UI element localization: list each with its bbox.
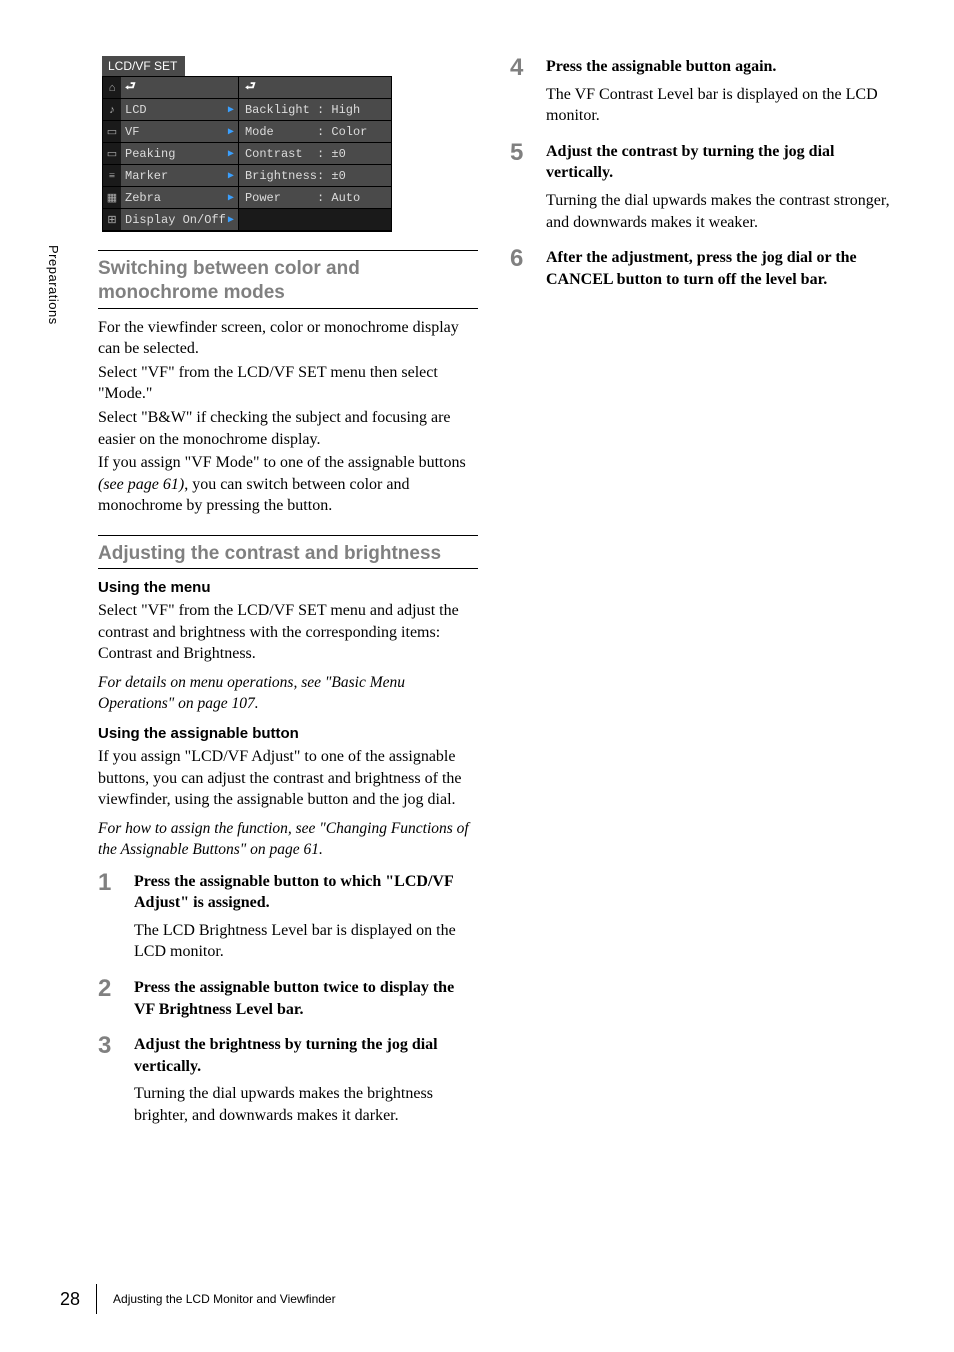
page-footer: 28 Adjusting the LCD Monitor and Viewfin… bbox=[60, 1284, 336, 1314]
italic-note: For details on menu operations, see "Bas… bbox=[98, 673, 478, 715]
menu-row[interactable]: Display On/Off▶ bbox=[121, 209, 238, 231]
sub-heading: Using the menu bbox=[98, 579, 478, 596]
menu-icon: ⊞ bbox=[103, 209, 121, 231]
step-title: Press the assignable button again. bbox=[546, 56, 890, 78]
menu-row[interactable]: Marker▶ bbox=[121, 165, 238, 187]
step-number: 1 bbox=[98, 871, 120, 963]
body-text: For the viewfinder screen, color or mono… bbox=[98, 317, 478, 360]
menu-panel: ⌂ ♪ ▭ ▭ ≡ ▦ ⊞ ⮐ LCD▶ VF▶ Peaking▶ Marker… bbox=[102, 76, 392, 232]
menu-icon: ▭ bbox=[103, 121, 121, 143]
step-title: Press the assignable button twice to dis… bbox=[134, 977, 478, 1020]
step-item: 3 Adjust the brightness by turning the j… bbox=[98, 1034, 478, 1126]
step-number: 5 bbox=[510, 141, 532, 233]
menu-row[interactable]: Zebra▶ bbox=[121, 187, 238, 209]
menu-icon: ⌂ bbox=[103, 77, 121, 99]
steps-list: 4 Press the assignable button again. The… bbox=[510, 56, 890, 290]
step-desc: Turning the dial upwards makes the brigh… bbox=[134, 1083, 478, 1126]
body-text: If you assign "LCD/VF Adjust" to one of … bbox=[98, 746, 478, 811]
menu-block: LCD/VF SET ⌂ ♪ ▭ ▭ ≡ ▦ ⊞ ⮐ LCD▶ VF▶ bbox=[102, 56, 478, 232]
side-tab-label: Preparations bbox=[46, 245, 61, 325]
step-number: 3 bbox=[98, 1034, 120, 1126]
step-desc: Turning the dial upwards makes the contr… bbox=[546, 190, 890, 233]
footer-divider bbox=[96, 1284, 97, 1314]
body-text: If you assign "VF Mode" to one of the as… bbox=[98, 452, 478, 517]
menu-val-blank bbox=[239, 209, 391, 231]
step-number: 4 bbox=[510, 56, 532, 127]
menu-title: LCD/VF SET bbox=[102, 56, 185, 76]
body-text: Select "B&W" if checking the subject and… bbox=[98, 407, 478, 450]
menu-val: Brightness: ±0 bbox=[239, 165, 391, 187]
page-number: 28 bbox=[60, 1289, 80, 1310]
menu-val: Contrast : ±0 bbox=[239, 143, 391, 165]
section-heading: Switching between color and monochrome m… bbox=[98, 257, 478, 306]
menu-icon: ≡ bbox=[103, 165, 121, 187]
step-item: 2 Press the assignable button twice to d… bbox=[98, 977, 478, 1020]
step-desc: The LCD Brightness Level bar is displaye… bbox=[134, 920, 478, 963]
step-title: Adjust the brightness by turning the jog… bbox=[134, 1034, 478, 1077]
menu-val: Mode : Color bbox=[239, 121, 391, 143]
step-number: 6 bbox=[510, 247, 532, 290]
step-desc: The VF Contrast Level bar is displayed o… bbox=[546, 84, 890, 127]
steps-list: 1 Press the assignable button to which "… bbox=[98, 871, 478, 1127]
footer-text: Adjusting the LCD Monitor and Viewfinder bbox=[113, 1292, 336, 1306]
menu-row-return[interactable]: ⮐ bbox=[121, 77, 238, 99]
menu-row[interactable]: LCD▶ bbox=[121, 99, 238, 121]
body-text: Select "VF" from the LCD/VF SET menu the… bbox=[98, 362, 478, 405]
step-item: 4 Press the assignable button again. The… bbox=[510, 56, 890, 127]
sub-heading: Using the assignable button bbox=[98, 725, 478, 742]
section-heading: Adjusting the contrast and brightness bbox=[98, 542, 478, 566]
step-item: 5 Adjust the contrast by turning the jog… bbox=[510, 141, 890, 233]
menu-val-return: ⮐ bbox=[239, 77, 391, 99]
menu-icon: ▭ bbox=[103, 143, 121, 165]
step-title: Adjust the contrast by turning the jog d… bbox=[546, 141, 890, 184]
menu-icon: ▦ bbox=[103, 187, 121, 209]
step-item: 1 Press the assignable button to which "… bbox=[98, 871, 478, 963]
step-item: 6 After the adjustment, press the jog di… bbox=[510, 247, 890, 290]
step-title: After the adjustment, press the jog dial… bbox=[546, 247, 890, 290]
body-text: Select "VF" from the LCD/VF SET menu and… bbox=[98, 600, 478, 665]
step-title: Press the assignable button to which "LC… bbox=[134, 871, 478, 914]
menu-row[interactable]: VF▶ bbox=[121, 121, 238, 143]
step-number: 2 bbox=[98, 977, 120, 1020]
menu-row[interactable]: Peaking▶ bbox=[121, 143, 238, 165]
menu-val: Power : Auto bbox=[239, 187, 391, 209]
menu-val: Backlight : High bbox=[239, 99, 391, 121]
italic-note: For how to assign the function, see "Cha… bbox=[98, 819, 478, 861]
menu-icon: ♪ bbox=[103, 99, 121, 121]
